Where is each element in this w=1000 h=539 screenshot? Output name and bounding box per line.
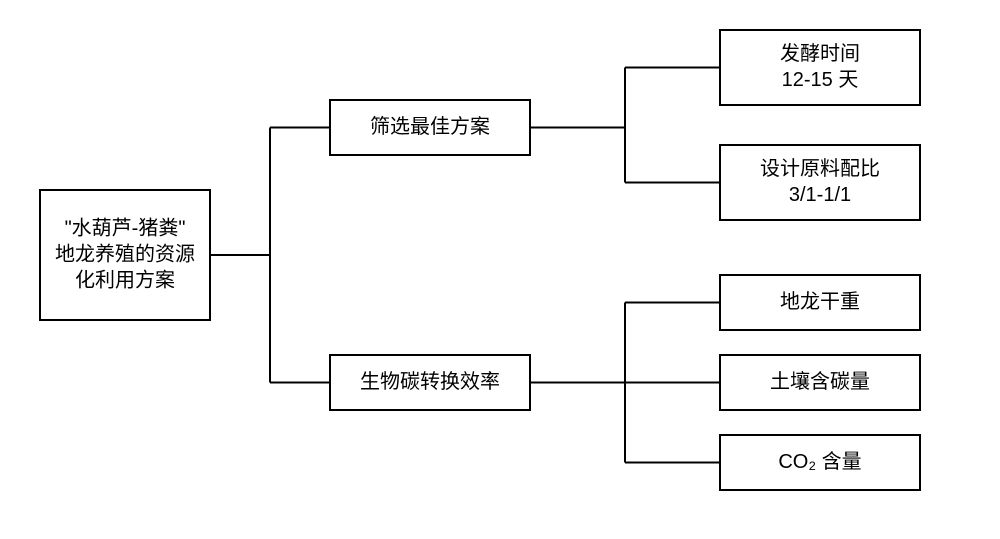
l3-node-4-label: CO₂ 含量 (778, 450, 861, 473)
l3-node-1-label: 3/1-1/1 (789, 184, 851, 206)
l3-node-0-label: 12-15 天 (782, 69, 859, 91)
l3-node-2-label: 地龙干重 (780, 290, 860, 313)
l2-node-filter-label: 筛选最佳方案 (370, 115, 490, 138)
root-node-label: 地龙养殖的资源 (55, 242, 195, 265)
l3-node-0-label: 发酵时间 (780, 42, 860, 65)
l3-node-1 (720, 145, 920, 220)
l3-node-1-label: 设计原料配比 (760, 157, 880, 180)
root-node-label: "水葫芦-猪粪" (65, 216, 186, 239)
hierarchy-diagram: "水葫芦-猪粪" 地龙养殖的资源化利用方案 筛选最佳方案生物碳转换效率 发酵时间 12-… (0, 0, 1000, 539)
root-node-label: 化利用方案 (75, 268, 175, 291)
l2-node-biochar-label: 生物碳转换效率 (360, 370, 500, 393)
l3-node-0 (720, 30, 920, 105)
l3-node-3-label: 土壤含碳量 (770, 370, 870, 393)
